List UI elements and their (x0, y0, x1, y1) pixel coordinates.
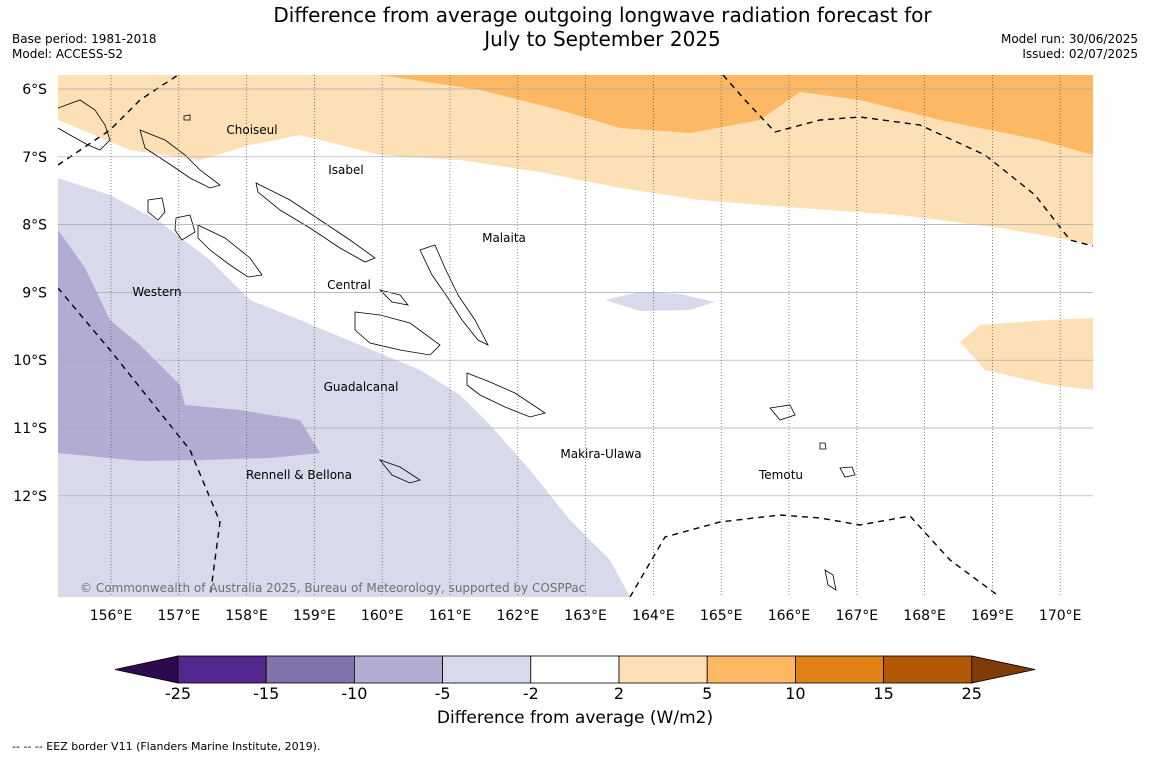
region-label: Guadalcanal (324, 380, 399, 394)
region-label: Rennell & Bellona (246, 468, 352, 482)
colorbar-segment (265, 655, 355, 684)
latitude-axis: 6°S 7°S 8°S 9°S 10°S 11°S 12°S (13, 82, 47, 505)
colorbar-segment (706, 655, 796, 684)
longitude-label: 170°E (1039, 608, 1082, 624)
run-info: Model run: 30/06/2025 Issued: 02/07/2025 (1001, 32, 1138, 62)
latitude-label: 8°S (22, 218, 47, 234)
anomaly-area-strong-negative (58, 230, 320, 461)
title-line-1: Difference from average outgoing longwav… (273, 3, 932, 27)
longitude-label: 158°E (225, 608, 268, 624)
longitude-label: 168°E (903, 608, 946, 624)
colorbar-tick-label: -5 (434, 684, 451, 703)
colorbar-segment (530, 655, 620, 684)
longitude-gridlines (110, 75, 1061, 597)
colorbar-tick-label: -10 (341, 684, 368, 703)
map-title: Difference from average outgoing longwav… (200, 3, 1005, 51)
latitude-label: 10°S (13, 353, 47, 369)
colorbar-tick-label: 2 (613, 684, 625, 703)
anomaly-area-negative-small (605, 292, 715, 311)
latitude-label: 9°S (22, 285, 47, 301)
longitude-label: 164°E (632, 608, 675, 624)
latitude-label: 7°S (22, 150, 47, 166)
region-label: Choiseul (226, 123, 277, 137)
colorbar-segment (618, 655, 708, 684)
colorbar-tick-label: -25 (164, 684, 192, 703)
colorbar-tick-label: 15 (873, 684, 894, 703)
region-label: Makira-Ulawa (560, 447, 641, 461)
colorbar-extend-high (971, 655, 1036, 684)
longitude-label: 159°E (293, 608, 336, 624)
longitude-label: 160°E (361, 608, 404, 624)
longitude-label: 156°E (90, 608, 133, 624)
base-period: Base period: 1981-2018 (12, 32, 157, 46)
anomaly-area-negative (58, 178, 630, 597)
longitude-label: 161°E (429, 608, 472, 624)
latitude-label: 6°S (22, 82, 47, 98)
colorbar-segment (442, 655, 532, 684)
colorbar (114, 655, 1036, 684)
anomaly-area-positive-north (58, 75, 1093, 245)
map-panel: Choiseul Isabel Malaita Western Central Guada… (58, 75, 1093, 597)
longitude-label: 165°E (700, 608, 743, 624)
region-labels: Choiseul Isabel Malaita Western Central Guada… (132, 123, 803, 482)
issued-date: Issued: 02/07/2025 (1022, 47, 1138, 61)
longitude-label: 167°E (836, 608, 879, 624)
longitude-label: 163°E (564, 608, 607, 624)
latitude-label: 11°S (13, 421, 47, 437)
colorbar-tick-label: 25 (961, 684, 982, 703)
title-line-2: July to September 2025 (484, 27, 721, 51)
region-label: Malaita (482, 231, 526, 245)
eez-legend-note: -- -- -- EEZ border V11 (Flanders Marine… (12, 740, 321, 753)
model-name: Model: ACCESS-S2 (12, 47, 124, 61)
colorbar-segment (883, 655, 973, 684)
longitude-label: 169°E (971, 608, 1014, 624)
region-label: Central (327, 278, 371, 292)
region-label: Western (132, 285, 181, 299)
latitude-gridlines (58, 88, 1093, 497)
longitude-axis: 156°E 157°E 158°E 159°E 160°E 161°E 162°E 163°E… (90, 608, 1082, 624)
anomaly-area-positive-east (960, 318, 1093, 390)
longitude-label: 157°E (158, 608, 201, 624)
model-run-date: Model run: 30/06/2025 (1000, 32, 1138, 46)
colorbar-title: Difference from average (W/m2) (436, 708, 714, 728)
colorbar-segment (353, 655, 443, 684)
colorbar-segment (795, 655, 885, 684)
colorbar-tick-label: -2 (522, 684, 539, 703)
colorbar-tick-label: -15 (253, 684, 280, 703)
model-info: Base period: 1981-2018 Model: ACCESS-S2 (12, 32, 157, 62)
longitude-label: 166°E (768, 608, 811, 624)
longitude-label: 162°E (497, 608, 540, 624)
colorbar-tick-label: 10 (785, 684, 806, 703)
colorbar-extend-low (114, 655, 179, 684)
eez-border (58, 75, 1093, 597)
coastlines (58, 99, 856, 591)
copyright-notice: © Commonwealth of Australia 2025, Bureau… (80, 581, 585, 595)
colorbar-segment (177, 655, 267, 684)
anomaly-area-strong-positive (380, 75, 1093, 155)
latitude-label: 12°S (13, 489, 47, 505)
region-label: Temotu (758, 468, 803, 482)
region-label: Isabel (328, 163, 363, 177)
colorbar-tick-label: 5 (702, 684, 713, 703)
